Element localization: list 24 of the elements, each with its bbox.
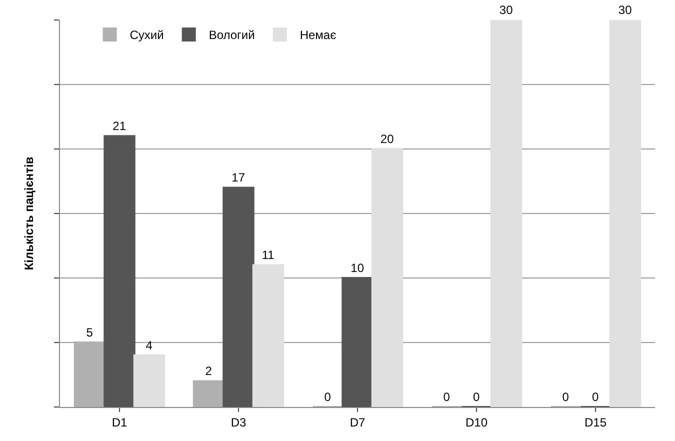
x-tick-label: D3	[230, 415, 246, 430]
data-label: 0	[592, 390, 600, 404]
data-label: 0	[324, 390, 332, 404]
data-label: 0	[562, 390, 570, 404]
data-label: 21	[112, 119, 126, 134]
data-label: 30	[618, 3, 632, 17]
data-label: 4	[146, 338, 153, 352]
data-label: 17	[232, 170, 246, 185]
data-label: 0	[473, 390, 480, 404]
data-label: 5	[86, 326, 94, 340]
data-label: 11	[262, 248, 275, 262]
data-label: 30	[499, 3, 514, 17]
data-label: 10	[350, 261, 364, 275]
legend-label: Вологий	[208, 28, 255, 42]
data-label: 20	[380, 132, 394, 146]
data-label: 2	[205, 364, 212, 378]
x-tick-label: D10	[465, 415, 488, 430]
legend-label: Сухий	[130, 28, 164, 42]
data-label: 0	[443, 390, 450, 404]
x-tick-label: D7	[350, 415, 366, 430]
legend-label: Немає	[300, 28, 336, 42]
x-tick-label: D1	[112, 415, 128, 430]
x-tick-label: D15	[584, 415, 607, 430]
y-axis-title: Кількість пацієнтів	[22, 156, 36, 270]
